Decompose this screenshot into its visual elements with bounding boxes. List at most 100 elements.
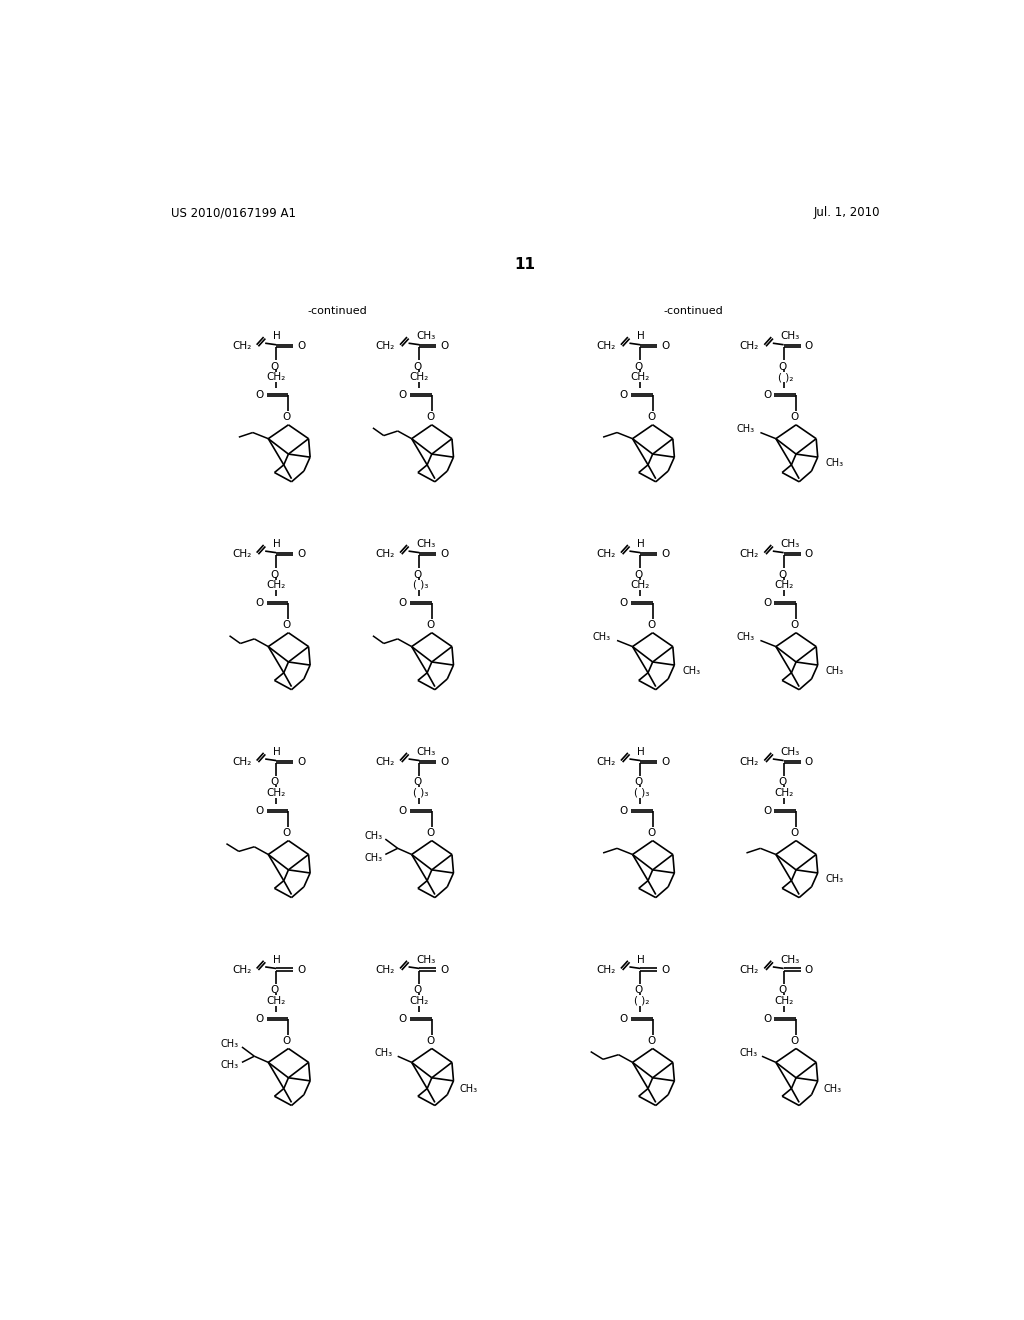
Text: CH₂: CH₂ [266, 579, 286, 590]
Text: H: H [273, 331, 281, 341]
Text: O: O [805, 549, 813, 558]
Text: CH₂: CH₂ [631, 372, 650, 381]
Text: CH₂: CH₂ [266, 372, 286, 381]
Text: CH₂: CH₂ [410, 995, 429, 1006]
Text: O: O [297, 549, 305, 558]
Text: CH₂: CH₂ [376, 965, 394, 975]
Text: CH₃: CH₃ [780, 331, 800, 341]
Text: ( )₃: ( )₃ [414, 579, 429, 590]
Text: O: O [763, 807, 771, 816]
Text: H: H [273, 954, 281, 965]
Text: CH₂: CH₂ [232, 965, 251, 975]
Text: O: O [635, 985, 643, 995]
Text: CH₃: CH₃ [417, 539, 435, 549]
Text: H: H [637, 539, 645, 549]
Text: CH₂: CH₂ [232, 549, 251, 560]
Text: O: O [763, 598, 771, 609]
Text: O: O [620, 598, 628, 609]
Text: O: O [647, 412, 655, 422]
Text: O: O [620, 807, 628, 816]
Text: O: O [647, 1036, 655, 1047]
Text: O: O [805, 756, 813, 767]
Text: O: O [662, 756, 670, 767]
Text: O: O [283, 829, 291, 838]
Text: O: O [791, 412, 799, 422]
Text: O: O [805, 965, 813, 974]
Text: CH₃: CH₃ [825, 458, 844, 469]
Text: O: O [414, 570, 422, 579]
Text: O: O [791, 1036, 799, 1047]
Text: -continued: -continued [307, 306, 368, 317]
Text: O: O [426, 620, 434, 631]
Text: O: O [440, 341, 449, 351]
Text: O: O [805, 341, 813, 351]
Text: O: O [620, 1014, 628, 1024]
Text: O: O [414, 362, 422, 372]
Text: CH₃: CH₃ [682, 667, 700, 676]
Text: H: H [273, 539, 281, 549]
Text: CH₃: CH₃ [375, 1048, 393, 1059]
Text: H: H [637, 331, 645, 341]
Text: CH₂: CH₂ [774, 788, 794, 797]
Text: CH₃: CH₃ [417, 747, 435, 756]
Text: O: O [778, 985, 786, 995]
Text: CH₂: CH₂ [631, 579, 650, 590]
Text: O: O [620, 391, 628, 400]
Text: O: O [778, 777, 786, 788]
Text: CH₂: CH₂ [739, 549, 759, 560]
Text: O: O [283, 412, 291, 422]
Text: O: O [270, 777, 279, 788]
Text: O: O [647, 829, 655, 838]
Text: CH₃: CH₃ [460, 1084, 478, 1093]
Text: CH₂: CH₂ [376, 758, 394, 767]
Text: O: O [426, 1036, 434, 1047]
Text: O: O [778, 570, 786, 579]
Text: CH₂: CH₂ [774, 579, 794, 590]
Text: CH₂: CH₂ [410, 372, 429, 381]
Text: O: O [778, 362, 786, 372]
Text: CH₂: CH₂ [739, 342, 759, 351]
Text: O: O [440, 549, 449, 558]
Text: CH₂: CH₂ [596, 965, 615, 975]
Text: CH₃: CH₃ [417, 954, 435, 965]
Text: O: O [297, 756, 305, 767]
Text: CH₃: CH₃ [780, 539, 800, 549]
Text: O: O [398, 391, 407, 400]
Text: ( )₃: ( )₃ [634, 788, 649, 797]
Text: CH₃: CH₃ [365, 853, 382, 862]
Text: O: O [662, 549, 670, 558]
Text: O: O [662, 341, 670, 351]
Text: CH₃: CH₃ [365, 832, 382, 841]
Text: CH₂: CH₂ [376, 342, 394, 351]
Text: O: O [440, 756, 449, 767]
Text: O: O [791, 620, 799, 631]
Text: O: O [647, 620, 655, 631]
Text: CH₃: CH₃ [736, 425, 755, 434]
Text: CH₂: CH₂ [596, 758, 615, 767]
Text: O: O [398, 807, 407, 816]
Text: US 2010/0167199 A1: US 2010/0167199 A1 [171, 206, 296, 219]
Text: O: O [270, 362, 279, 372]
Text: O: O [635, 777, 643, 788]
Text: O: O [283, 620, 291, 631]
Text: O: O [398, 1014, 407, 1024]
Text: O: O [255, 598, 263, 609]
Text: H: H [637, 954, 645, 965]
Text: CH₃: CH₃ [739, 1048, 758, 1059]
Text: CH₂: CH₂ [739, 758, 759, 767]
Text: CH₂: CH₂ [774, 995, 794, 1006]
Text: O: O [297, 965, 305, 974]
Text: O: O [270, 985, 279, 995]
Text: O: O [791, 829, 799, 838]
Text: CH₂: CH₂ [232, 342, 251, 351]
Text: CH₃: CH₃ [221, 1039, 239, 1049]
Text: -continued: -continued [664, 306, 724, 317]
Text: CH₂: CH₂ [596, 342, 615, 351]
Text: CH₃: CH₃ [221, 1060, 239, 1071]
Text: CH₃: CH₃ [780, 954, 800, 965]
Text: O: O [662, 965, 670, 974]
Text: O: O [635, 362, 643, 372]
Text: CH₂: CH₂ [266, 788, 286, 797]
Text: O: O [283, 1036, 291, 1047]
Text: CH₃: CH₃ [825, 667, 844, 676]
